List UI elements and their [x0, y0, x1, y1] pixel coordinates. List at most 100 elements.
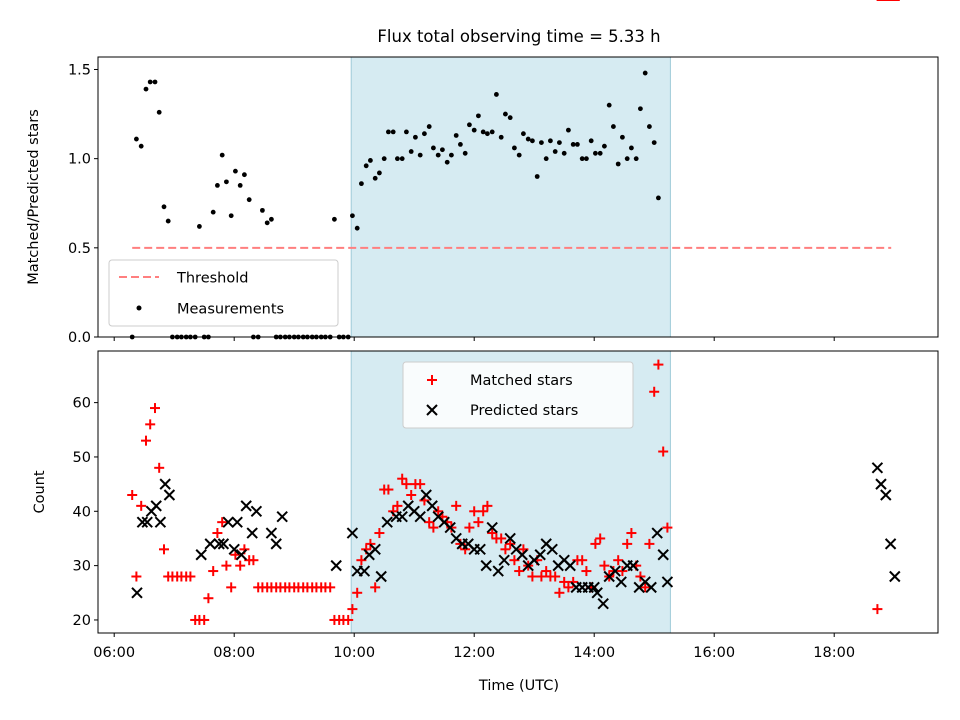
- legend-predicted-label: Predicted stars: [470, 403, 578, 419]
- matched-star-marker: [127, 489, 138, 500]
- legend-predicted-swatch: [426, 404, 438, 416]
- measurement-point: [233, 168, 238, 174]
- measurement-point: [624, 156, 630, 162]
- ratio-y-tick-label: 0.0: [68, 330, 91, 346]
- predicted-star-marker: [204, 538, 216, 550]
- predicted-star-markers: [131, 462, 901, 610]
- predicted-star-marker: [480, 559, 492, 572]
- predicted-star-marker: [627, 559, 639, 572]
- measurement-point: [642, 70, 648, 76]
- predicted-star-marker: [228, 543, 240, 556]
- matched-star-marker: [433, 506, 444, 517]
- matched-star-marker: [159, 544, 169, 555]
- measurement-point: [197, 224, 202, 229]
- measurement-point: [476, 113, 481, 119]
- measurement-point: [440, 147, 445, 153]
- predicted-star-marker: [131, 587, 143, 599]
- matched-star-marker: [415, 479, 426, 490]
- measurement-point: [237, 183, 243, 188]
- x-axis-label: Time (UTC): [478, 678, 559, 694]
- predicted-star-marker: [381, 516, 393, 528]
- measurement-point: [489, 129, 495, 135]
- predicted-star-marker: [884, 538, 897, 550]
- measurement-point: [512, 145, 517, 151]
- matched-star-marker: [536, 571, 547, 582]
- predicted-star-marker: [875, 478, 887, 490]
- matched-star-marker: [451, 500, 462, 511]
- measurement-point: [147, 79, 153, 85]
- count-y-tick-label: 60: [73, 396, 91, 412]
- measurement-point: [426, 124, 432, 129]
- x-tick-label: 06:00: [93, 645, 135, 661]
- measurement-point: [620, 134, 625, 140]
- measurement-point: [381, 156, 387, 162]
- predicted-star-marker: [235, 549, 248, 561]
- measurement-point: [134, 136, 139, 142]
- predicted-star-marker: [250, 505, 263, 517]
- measurement-point: [242, 172, 247, 178]
- matched-star-marker: [635, 571, 646, 582]
- matched-star-marker: [226, 582, 237, 593]
- matched-star-marker: [397, 473, 408, 484]
- measurement-point: [552, 149, 558, 154]
- predicted-star-marker: [240, 500, 252, 512]
- matched-star-marker: [473, 517, 484, 528]
- predicted-star-marker: [358, 565, 371, 577]
- predicted-star-marker: [588, 581, 600, 594]
- count-y-axis-ticks: 20 30 40 50 60: [73, 396, 98, 629]
- measurement-point: [498, 134, 504, 140]
- legend-measurements-swatch: [136, 305, 142, 311]
- measurement-point: [350, 213, 355, 219]
- measurement-point: [566, 127, 571, 133]
- predicted-star-marker: [231, 516, 243, 528]
- ratio-y-tick-label: 1.5: [68, 62, 91, 78]
- predicted-star-marker: [414, 511, 426, 523]
- x-tick-label: 10:00: [333, 645, 375, 661]
- predicted-star-marker: [265, 527, 278, 539]
- count-y-axis-label: Count: [32, 470, 48, 513]
- predicted-star-marker: [609, 565, 621, 577]
- ratio-y-axis-ticks: 0.0 0.5 1.0 1.5: [68, 62, 98, 346]
- matched-star-marker: [469, 506, 480, 517]
- ratio-y-axis-label: Matched/Predicted stars: [26, 109, 42, 285]
- measurement-point: [629, 145, 634, 151]
- matched-star-marker: [626, 528, 637, 539]
- predicted-star-marker: [141, 516, 153, 528]
- matched-star-marker: [658, 446, 669, 457]
- x-tick-label: 14:00: [573, 645, 615, 661]
- measurement-point: [615, 161, 621, 167]
- measurement-point: [264, 220, 270, 226]
- measurement-point: [539, 140, 544, 146]
- predicted-star-marker: [889, 570, 901, 583]
- measurement-points: [129, 70, 661, 340]
- measurement-point: [161, 204, 167, 210]
- matched-star-marker: [235, 560, 246, 571]
- measurement-point: [210, 209, 216, 215]
- matched-star-marker: [221, 560, 232, 571]
- predicted-star-marker: [420, 489, 432, 501]
- predicted-star-marker: [330, 559, 342, 572]
- measurement-point: [138, 143, 144, 149]
- measurement-point: [570, 141, 576, 147]
- measurement-point: [557, 140, 562, 146]
- predicted-star-marker: [154, 516, 167, 528]
- predicted-star-marker: [564, 559, 576, 572]
- measurement-point: [219, 152, 225, 158]
- count-y-tick-label: 30: [73, 559, 91, 575]
- measurement-point: [363, 163, 369, 169]
- matched-star-marker: [136, 500, 147, 511]
- matched-star-marker: [478, 506, 489, 517]
- measurement-point: [458, 141, 463, 147]
- measurement-point: [638, 106, 643, 112]
- predicted-star-marker: [375, 570, 387, 583]
- predicted-star-marker: [645, 581, 657, 594]
- measurement-point: [332, 216, 337, 222]
- measurement-point: [530, 138, 535, 144]
- count-y-tick-label: 50: [73, 450, 91, 466]
- matched-star-marker: [581, 566, 592, 577]
- predicted-star-marker: [516, 549, 528, 561]
- measurement-point: [449, 152, 454, 158]
- matched-star-marker: [145, 419, 156, 430]
- measurement-point: [359, 181, 364, 187]
- predicted-star-marker: [615, 576, 627, 588]
